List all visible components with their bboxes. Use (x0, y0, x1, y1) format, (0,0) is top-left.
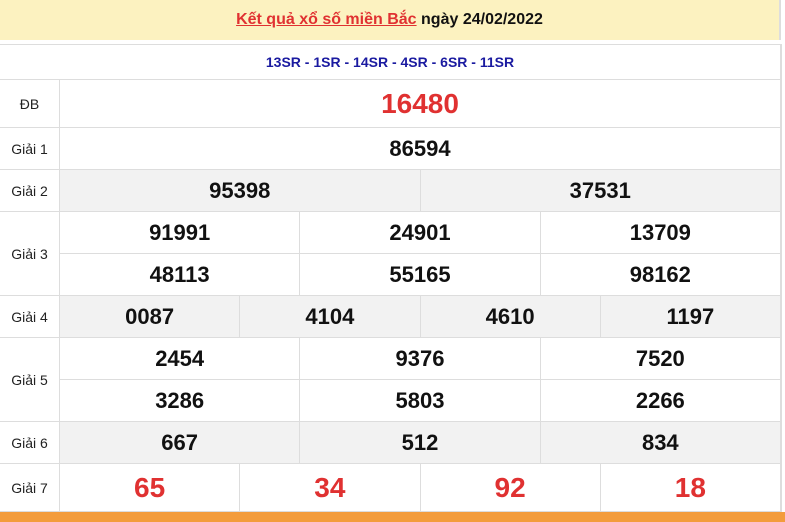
prize-number: 37531 (419, 170, 781, 211)
prize-number: 2454 (155, 345, 205, 371)
prize-label: ĐB (0, 80, 60, 127)
prize-number: 91991 (149, 219, 211, 245)
prize-number: 86594 (389, 135, 451, 161)
prize-number: 9376 (299, 338, 539, 379)
prize-number: 4104 (239, 296, 419, 337)
prize-label: Giải 1 (0, 128, 60, 169)
footer-bar (0, 512, 785, 522)
results-table: 13SR - 1SR - 14SR - 4SR - 6SR - 11SR ĐB 1… (0, 44, 782, 512)
prize-row: ĐB 16480 (0, 80, 780, 128)
ticket-codes: 13SR - 1SR - 14SR - 4SR - 6SR - 11SR (0, 45, 780, 80)
results-title-link[interactable]: Kết quả xổ số miền Bắc (236, 11, 417, 28)
prize-row: Giải 2 95398 37531 (0, 170, 780, 212)
prize-label: Giải 6 (0, 422, 60, 463)
prize-number: 24901 (299, 212, 539, 253)
prize-row: Giải 7 65 34 92 18 (0, 464, 780, 512)
prize-number: 512 (299, 422, 539, 463)
prize-number: 834 (539, 422, 780, 463)
prize-number: 13709 (539, 212, 780, 253)
prize-row: Giải 4 0087 4104 4610 1197 (0, 296, 780, 338)
prize-number: 2266 (539, 380, 780, 421)
prize-number: 4610 (419, 296, 600, 337)
prize-row: Giải 6 667 512 834 (0, 422, 780, 464)
prize-label: Giải 2 (0, 170, 60, 211)
prize-number: 95398 (209, 177, 271, 203)
prize-label: Giải 5 (0, 338, 60, 421)
prize-number: 3286 (155, 387, 205, 413)
prize-number: 65 (134, 471, 166, 503)
prize-number: 0087 (125, 303, 175, 329)
prize-row: Giải 5 2454 9376 7520 3286 5803 2266 (0, 338, 780, 422)
prize-number: 5803 (299, 380, 539, 421)
prize-label: Giải 7 (0, 464, 60, 511)
prize-number: 7520 (539, 338, 780, 379)
prize-number: 48113 (149, 261, 210, 287)
prize-number: 16480 (381, 87, 459, 119)
prize-number: 18 (599, 464, 780, 511)
prize-number: 34 (239, 464, 419, 511)
prize-number: 1197 (599, 296, 780, 337)
prize-number: 667 (161, 429, 199, 455)
prize-row: Giải 1 86594 (0, 128, 780, 170)
prize-label: Giải 3 (0, 212, 60, 295)
prize-label: Giải 4 (0, 296, 60, 337)
prize-number: 55165 (299, 254, 539, 295)
prize-number: 98162 (539, 254, 780, 295)
prize-row: Giải 3 91991 24901 13709 48113 55165 98162 (0, 212, 780, 296)
prize-number: 92 (419, 464, 600, 511)
results-header: Kết quả xổ số miền Bắc ngày 24/02/2022 (0, 0, 781, 40)
results-date: ngày 24/02/2022 (421, 11, 543, 28)
